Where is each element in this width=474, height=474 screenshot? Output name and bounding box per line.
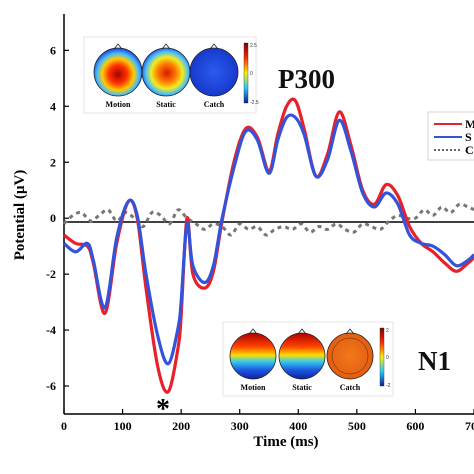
y-tick-label: 4 bbox=[50, 99, 56, 113]
nose-icon bbox=[209, 43, 219, 50]
topomap-label-motion: Motion bbox=[241, 383, 266, 392]
x-tick-label: 500 bbox=[348, 419, 366, 433]
x-tick-label: 200 bbox=[172, 419, 190, 433]
legend-label-s: S bbox=[465, 130, 472, 144]
topomap-catch bbox=[189, 47, 239, 97]
nose-icon bbox=[248, 328, 258, 335]
y-tick-label: 6 bbox=[50, 43, 56, 57]
y-ticks: -6 -4 -2 0 2 4 6 bbox=[46, 43, 69, 393]
topomap-motion bbox=[93, 47, 143, 97]
x-tick-label: 100 bbox=[114, 419, 132, 433]
x-tick-label: 400 bbox=[289, 419, 307, 433]
topomap-motion bbox=[229, 332, 277, 380]
colorbar bbox=[243, 42, 249, 104]
topomap-contour bbox=[331, 337, 369, 375]
n1-label: N1 bbox=[418, 346, 451, 376]
y-axis-label: Potential (μV) bbox=[12, 170, 28, 261]
colorbar-tick: 0 bbox=[250, 71, 253, 77]
topomap-label-catch: Catch bbox=[340, 383, 361, 392]
significance-asterisk: * bbox=[156, 394, 170, 425]
y-tick-label: 2 bbox=[50, 155, 56, 169]
legend-label-m: M bbox=[465, 117, 474, 131]
colorbar-tick: -2.5 bbox=[250, 100, 259, 106]
topomap-static bbox=[278, 332, 326, 380]
topomap-label-static: Static bbox=[156, 100, 176, 109]
topomap-catch bbox=[326, 332, 374, 380]
topomap-static bbox=[141, 47, 191, 97]
p300-label: P300 bbox=[278, 64, 335, 94]
colorbar bbox=[379, 327, 385, 387]
nose-icon bbox=[161, 43, 171, 50]
x-tick-label: 300 bbox=[231, 419, 249, 433]
x-ticks: 0 100 200 300 400 500 600 700 bbox=[61, 409, 474, 433]
series-line-c bbox=[62, 202, 474, 237]
topomap-label-static: Static bbox=[292, 383, 312, 392]
topomap-inset-top: Motion Static Catch 2.5 0 -2.5 bbox=[83, 36, 259, 114]
nose-icon bbox=[297, 328, 307, 335]
legend: M S C bbox=[427, 111, 474, 161]
x-tick-label: 0 bbox=[61, 419, 67, 433]
y-tick-label: -4 bbox=[46, 323, 56, 337]
series-layer bbox=[62, 97, 474, 394]
y-tick-label: -6 bbox=[46, 379, 56, 393]
x-axis-label: Time (ms) bbox=[253, 434, 318, 450]
colorbar-tick: 2.5 bbox=[250, 43, 257, 49]
y-tick-label: 0 bbox=[50, 211, 56, 225]
x-tick-label: 700 bbox=[465, 419, 474, 433]
topomap-label-catch: Catch bbox=[204, 100, 225, 109]
legend-label-c: C bbox=[465, 143, 474, 157]
colorbar-tick: 2 bbox=[386, 328, 389, 334]
nose-icon bbox=[113, 43, 123, 50]
x-tick-label: 600 bbox=[406, 419, 424, 433]
colorbar-tick: -2 bbox=[386, 383, 391, 389]
nose-icon bbox=[345, 328, 355, 335]
topomap-label-motion: Motion bbox=[106, 100, 131, 109]
y-tick-label: -2 bbox=[46, 267, 56, 281]
colorbar-tick: 0 bbox=[386, 355, 389, 361]
series-line-s bbox=[62, 113, 474, 366]
topomap-inset-bottom: Motion Static Catch 2 0 -2 bbox=[222, 321, 394, 397]
